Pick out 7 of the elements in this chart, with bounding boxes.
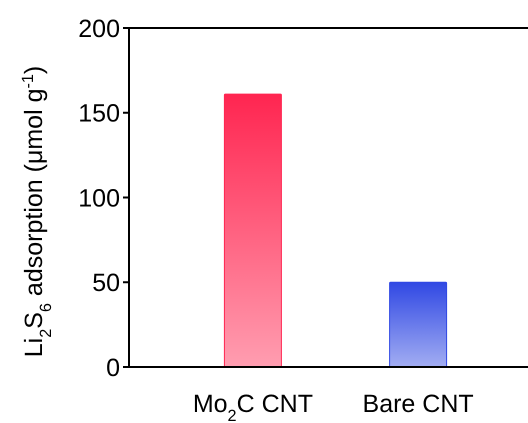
y-tick-label: 150 — [78, 100, 120, 128]
x-tick-label: Mo$_{2}$C CNT — [192, 390, 313, 423]
y-tick-label: 100 — [78, 184, 120, 212]
y-tick-label: 50 — [92, 269, 120, 297]
x-tick-label: Bare CNT — [362, 390, 474, 418]
y-tick-label: 0 — [106, 354, 120, 382]
y-tick-label: 200 — [78, 14, 120, 43]
